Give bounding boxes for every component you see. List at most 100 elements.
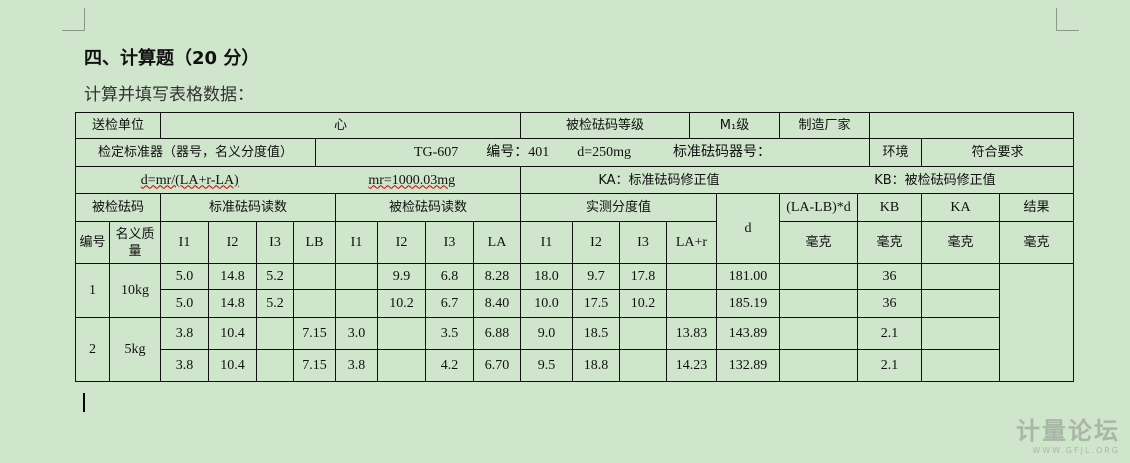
data-cell[interactable] [335, 289, 378, 318]
data-cell[interactable]: 10.4 [208, 317, 257, 350]
data-cell[interactable] [256, 349, 294, 382]
data-cell-text: 4.2 [440, 358, 459, 373]
d-value[interactable]: 143.89 [716, 317, 780, 350]
page-corner-mark [62, 8, 85, 31]
header-sub-text: I3 [637, 235, 649, 250]
header-sub-text: LA [487, 235, 507, 250]
lalbd-value[interactable] [779, 349, 858, 382]
text-cursor [83, 393, 85, 412]
env-value[interactable]: 符合要求 [921, 138, 1074, 167]
unit-value[interactable]: 心 [160, 112, 521, 139]
data-cell[interactable]: 6.88 [473, 317, 521, 350]
header-result-text: 结果 [1023, 200, 1050, 215]
header-d-text: d [744, 221, 752, 236]
data-cell[interactable]: 3.8 [160, 349, 209, 382]
data-cell[interactable]: 3.5 [425, 317, 474, 350]
data-cell[interactable]: 18.5 [572, 317, 620, 350]
header-tested: 被检砝码 [75, 193, 161, 222]
data-cell[interactable] [377, 317, 426, 350]
data-cell[interactable]: 9.7 [572, 263, 620, 290]
d-value[interactable]: 132.89 [716, 349, 780, 382]
header-nominal: 名义质量 [109, 221, 161, 264]
ka-value[interactable] [921, 289, 1000, 318]
standard-value[interactable]: TG-607 编号：401 d=250mg 标准砝码器号： [315, 138, 870, 167]
formula-d: d=mr/(LA+r-LA) [140, 172, 239, 188]
data-cell[interactable]: 7.15 [293, 317, 336, 350]
kb-value-text: 2.1 [880, 358, 899, 373]
data-cell[interactable]: 8.28 [473, 263, 521, 290]
data-cell[interactable]: 10.2 [377, 289, 426, 318]
data-cell[interactable]: 8.40 [473, 289, 521, 318]
data-cell[interactable] [666, 289, 717, 318]
data-cell[interactable]: 7.15 [293, 349, 336, 382]
data-cell[interactable]: 5.0 [160, 289, 209, 318]
data-cell[interactable]: 10.0 [520, 289, 573, 318]
data-cell[interactable]: 6.7 [425, 289, 474, 318]
data-cell[interactable]: 3.8 [160, 317, 209, 350]
kb-value[interactable]: 2.1 [857, 317, 922, 350]
data-cell-text: 10.0 [534, 296, 559, 311]
header-sub-text: I3 [443, 235, 456, 250]
watermark-logo: 计量论坛 WWW.GFJL.ORG [1016, 417, 1120, 455]
data-cell[interactable]: 17.5 [572, 289, 620, 318]
data-cell[interactable]: 10.2 [619, 289, 667, 318]
result-value[interactable] [999, 263, 1074, 382]
unit-value-text: 心 [333, 118, 347, 133]
data-cell[interactable]: 9.9 [377, 263, 426, 290]
data-cell[interactable]: 5.2 [256, 263, 294, 290]
data-cell[interactable]: 6.70 [473, 349, 521, 382]
data-cell[interactable]: 18.8 [572, 349, 620, 382]
ka-value[interactable] [921, 317, 1000, 350]
grade-value[interactable]: M₁级 [689, 112, 780, 139]
grade-value-text: M₁级 [719, 118, 750, 133]
data-cell-text: 10.4 [220, 358, 245, 373]
data-cell[interactable]: 14.8 [208, 289, 257, 318]
data-cell[interactable] [619, 349, 667, 382]
header-sub: I3 [256, 221, 294, 264]
data-cell[interactable]: 3.0 [335, 317, 378, 350]
data-cell[interactable] [335, 263, 378, 290]
header-sub: I2 [377, 221, 426, 264]
data-cell-text: 17.8 [630, 269, 656, 284]
data-cell[interactable]: 9.5 [520, 349, 573, 382]
data-cell[interactable] [256, 317, 294, 350]
header-tested-reading: 被检砝码读数 [335, 193, 521, 222]
data-cell[interactable] [293, 263, 336, 290]
data-cell[interactable]: 5.2 [256, 289, 294, 318]
data-cell[interactable] [666, 263, 717, 290]
data-cell[interactable]: 17.8 [619, 263, 667, 290]
lalbd-value[interactable] [779, 263, 858, 290]
group-no: 2 [75, 317, 110, 382]
d-value[interactable]: 185.19 [716, 289, 780, 318]
data-cell-text: 9.5 [537, 358, 556, 373]
lalbd-value[interactable] [779, 289, 858, 318]
data-cell[interactable]: 18.0 [520, 263, 573, 290]
data-cell[interactable]: 9.0 [520, 317, 573, 350]
data-cell[interactable]: 3.8 [335, 349, 378, 382]
data-cell-text: 5.2 [266, 296, 284, 311]
data-cell[interactable]: 14.8 [208, 263, 257, 290]
data-cell[interactable]: 14.23 [666, 349, 717, 382]
kb-value[interactable]: 36 [857, 289, 922, 318]
data-cell[interactable]: 6.8 [425, 263, 474, 290]
data-cell[interactable]: 13.83 [666, 317, 717, 350]
data-cell[interactable]: 4.2 [425, 349, 474, 382]
kb-value[interactable]: 36 [857, 263, 922, 290]
lalbd-value[interactable] [779, 317, 858, 350]
data-cell[interactable] [293, 289, 336, 318]
kb-value[interactable]: 2.1 [857, 349, 922, 382]
data-cell[interactable] [377, 349, 426, 382]
data-cell-text: 14.8 [220, 269, 245, 284]
data-cell[interactable]: 5.0 [160, 263, 209, 290]
maker-value[interactable] [869, 112, 1074, 139]
d-value[interactable]: 181.00 [716, 263, 780, 290]
ka-value[interactable] [921, 349, 1000, 382]
group-nominal-text: 10kg [121, 283, 149, 298]
ka-value[interactable] [921, 263, 1000, 290]
d-value-text: 132.89 [728, 358, 768, 373]
data-cell-text: 10.4 [220, 326, 245, 341]
data-cell[interactable]: 10.4 [208, 349, 257, 382]
data-cell[interactable] [619, 317, 667, 350]
header-unit-text: 毫克 [947, 235, 974, 250]
group-no-text: 1 [89, 283, 96, 298]
